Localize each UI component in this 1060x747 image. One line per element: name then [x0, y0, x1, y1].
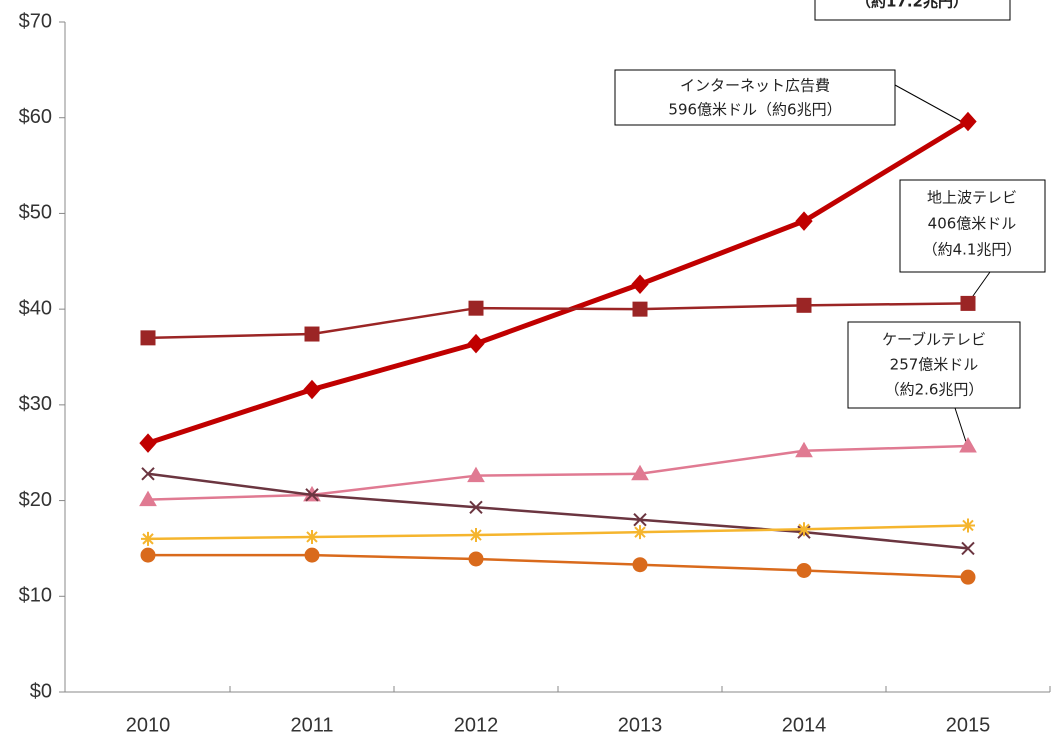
marker	[305, 529, 319, 544]
leader-line	[894, 84, 967, 125]
series-line	[147, 472, 969, 550]
annotation-text: インターネット広告費	[680, 77, 830, 95]
marker	[797, 522, 811, 537]
marker	[631, 274, 649, 295]
marker	[468, 551, 484, 567]
annotation-box	[847, 321, 1021, 409]
marker	[141, 467, 155, 481]
marker	[796, 297, 812, 313]
annotation-box	[614, 69, 896, 126]
y-tick-label: $0	[30, 680, 52, 702]
series-line	[148, 553, 969, 579]
annotation-text: （約2.6兆円）	[885, 381, 984, 399]
y-tick-label: $10	[19, 585, 52, 607]
y-tick-label: $30	[19, 393, 52, 415]
marker	[304, 547, 320, 563]
marker	[796, 562, 812, 578]
annotation-text: 地上波テレビ	[927, 189, 1017, 207]
x-tick-label: 2014	[782, 714, 827, 736]
marker	[795, 441, 813, 458]
marker	[139, 490, 157, 507]
marker	[140, 547, 156, 563]
marker	[140, 330, 156, 346]
marker	[468, 300, 484, 316]
annotation-text: ケーブルテレビ	[882, 331, 986, 349]
y-tick-label: $50	[19, 202, 52, 224]
marker	[959, 437, 977, 453]
marker	[632, 301, 648, 317]
marker	[141, 531, 155, 546]
marker	[960, 295, 976, 311]
x-tick-label: 2013	[618, 714, 663, 736]
marker	[633, 525, 647, 540]
annotation-box	[814, 0, 1011, 21]
marker	[139, 433, 157, 453]
annotation-text: 596億米ドル（約6兆円）	[668, 101, 841, 119]
series-line	[147, 444, 969, 501]
marker	[959, 111, 977, 132]
marker	[467, 333, 485, 354]
series-line	[147, 524, 969, 541]
annotation-text: （約4.1兆円）	[923, 241, 1022, 259]
marker	[469, 528, 483, 543]
annotation-text: （約17.2兆円）	[856, 0, 968, 11]
y-tick-label: $60	[19, 106, 52, 128]
annotation-text: 406億米ドル	[928, 215, 1017, 233]
series-line	[147, 119, 970, 446]
x-tick-label: 2011	[290, 714, 333, 736]
series-line	[147, 302, 969, 340]
marker	[631, 464, 649, 481]
marker	[960, 569, 976, 585]
marker	[303, 379, 321, 400]
annotation-text: 257億米ドル	[890, 356, 979, 374]
marker	[632, 557, 648, 573]
y-tick-label: $40	[19, 297, 52, 319]
marker	[633, 513, 647, 527]
marker	[795, 211, 813, 231]
y-tick-label: $70	[19, 10, 52, 32]
marker	[469, 500, 483, 514]
x-tick-label: 2015	[946, 714, 991, 736]
x-tick-label: 2012	[454, 714, 499, 736]
marker	[305, 488, 319, 502]
marker	[961, 541, 975, 556]
y-tick-label: $20	[19, 489, 52, 511]
marker	[304, 326, 320, 342]
x-tick-label: 2010	[126, 714, 171, 736]
annotation-box	[899, 179, 1046, 273]
marker	[961, 518, 975, 533]
marker	[467, 466, 485, 483]
